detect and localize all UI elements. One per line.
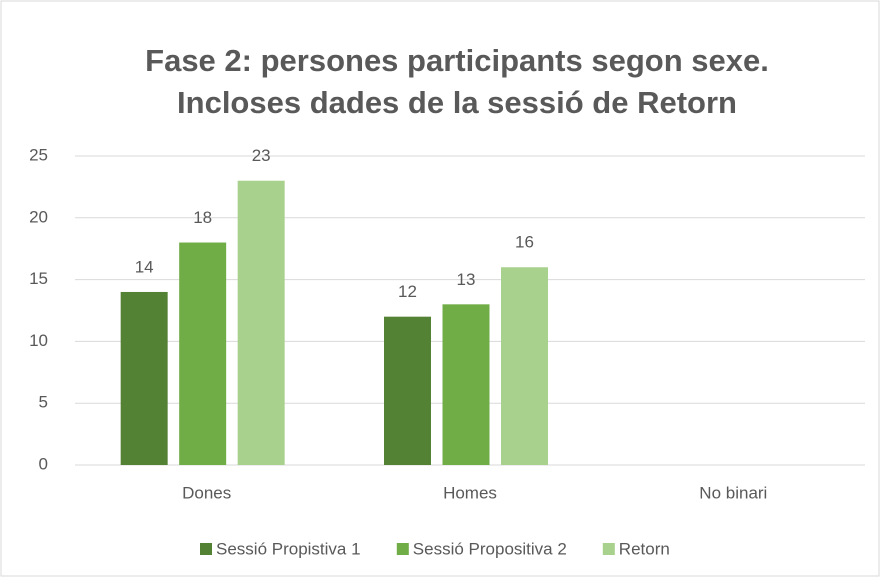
- legend-swatch: [602, 543, 615, 555]
- legend-swatch: [396, 543, 409, 555]
- y-tick-label: 15: [29, 269, 48, 288]
- y-tick-label: 20: [29, 207, 48, 226]
- legend-label: Retorn: [619, 539, 670, 558]
- data-label: 16: [515, 233, 534, 252]
- y-tick-label: 10: [29, 331, 48, 350]
- x-tick-label: Dones: [182, 483, 231, 502]
- data-label: 13: [457, 270, 476, 289]
- legend-label: Sessió Propositiva 2: [413, 539, 567, 558]
- chart-title: Fase 2: persones participants segon sexe…: [145, 43, 769, 78]
- chart-title: Incloses dades de la sessió de Retorn: [177, 85, 737, 120]
- bar: [501, 267, 548, 465]
- bar: [442, 304, 490, 465]
- data-label: 23: [252, 146, 271, 165]
- x-tick-label: No binari: [699, 483, 767, 502]
- bar: [120, 291, 168, 465]
- y-tick-label: 0: [39, 454, 48, 473]
- legend-label: Sessió Propistiva 1: [216, 539, 361, 558]
- data-label: 12: [398, 282, 417, 301]
- data-label: 18: [193, 208, 212, 227]
- bar: [237, 180, 285, 465]
- bar: [179, 242, 227, 465]
- x-tick-label: Homes: [443, 483, 497, 502]
- y-tick-label: 5: [39, 393, 48, 412]
- data-label: 14: [135, 257, 154, 276]
- legend-swatch: [200, 543, 212, 555]
- y-tick-label: 25: [29, 145, 48, 164]
- bar: [384, 316, 431, 465]
